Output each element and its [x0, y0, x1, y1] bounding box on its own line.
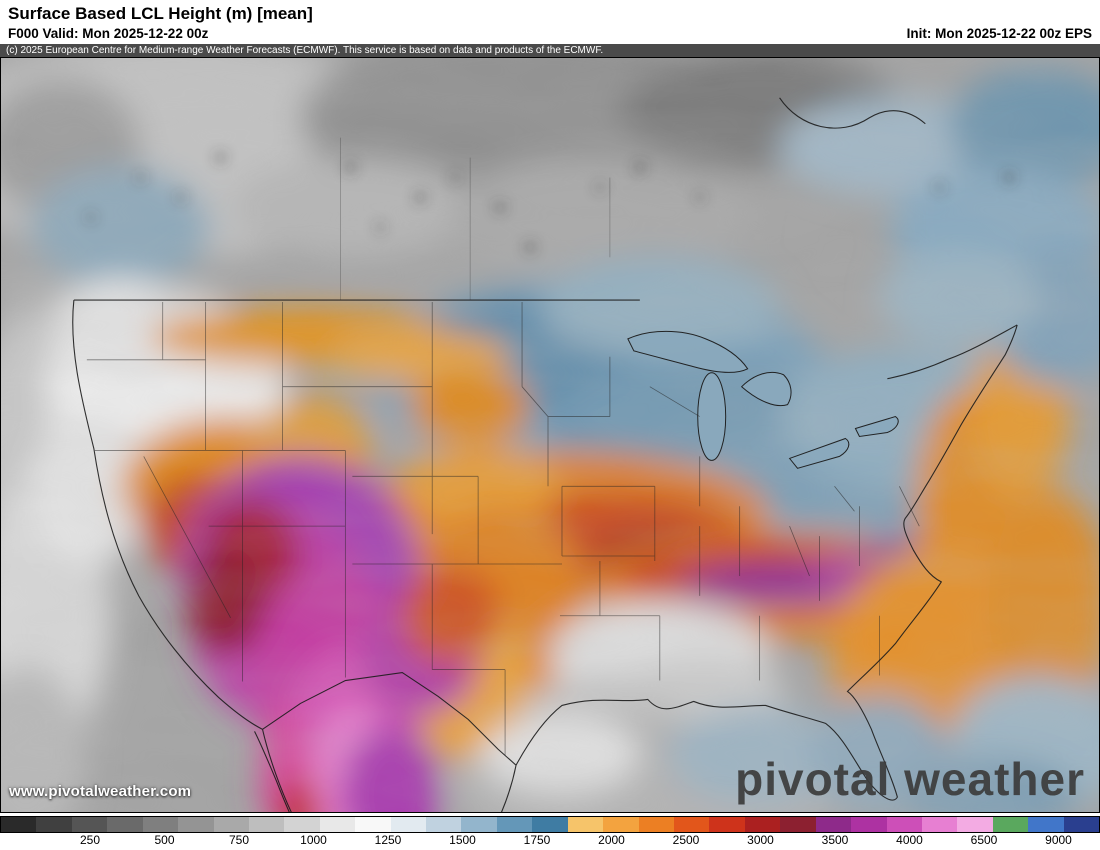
- province-borders: [340, 137, 611, 301]
- init-time: Init: Mon 2025-12-22 00z EPS: [906, 26, 1092, 41]
- colorbar-label: 1000: [300, 833, 327, 847]
- colorbar-segment: [1028, 817, 1064, 832]
- colorbar: 250 500 750 1000 1250 1500 1750 2000 2500 3000 350…: [0, 813, 1100, 850]
- colorbar-segment: [248, 817, 285, 832]
- valid-time: F000 Valid: Mon 2025-12-22 00z: [8, 26, 209, 41]
- pivotalweather-logo: pivotal weather: [735, 753, 1085, 805]
- colorbar-segment: [603, 817, 639, 832]
- colorbar-segment: [107, 817, 143, 832]
- speckle-layer: [86, 152, 1015, 253]
- forecast-map: www.pivotalweather.com pivotal weather: [0, 57, 1100, 813]
- page-title: Surface Based LCL Height (m) [mean]: [8, 4, 313, 23]
- colorbar-label: 6500: [970, 833, 998, 847]
- colorbar-segment: [355, 817, 391, 832]
- colorbar-segment: [709, 817, 745, 832]
- colorbar-label: 250: [79, 833, 101, 847]
- colorbar-segment: [532, 817, 568, 832]
- colorbar-segment: [1063, 817, 1100, 832]
- colorbar-label: 1750: [523, 833, 551, 847]
- colorbar-segment: [851, 817, 887, 832]
- colorbar-labels: 250 500 750 1000 1250 1500 1750 2000 2500 3000 350…: [0, 833, 1100, 847]
- colorbar-segment: [284, 817, 320, 832]
- colorbar-label: 1250: [374, 833, 402, 847]
- colorbar-segment: [496, 817, 533, 832]
- copyright-text: (c) 2025 European Centre for Medium-rang…: [6, 45, 604, 56]
- colorbar-segment: [638, 817, 675, 832]
- colorbar-label: 750: [228, 833, 250, 847]
- colorbar-segment: [674, 817, 710, 832]
- coastline-borders: [72, 97, 1018, 812]
- map-canvas: [1, 58, 1099, 812]
- colorbar-label: 3000: [747, 833, 774, 847]
- colorbar-label: 2500: [672, 833, 700, 847]
- colorbar-segment: [957, 817, 993, 832]
- colorbar-label: 1500: [449, 833, 476, 847]
- colorbar-segment: [1, 817, 37, 832]
- watermark: www.pivotalweather.com: [9, 783, 192, 800]
- forecast-meta-row: F000 Valid: Mon 2025-12-22 00z Init: Mon…: [0, 26, 1100, 44]
- colorbar-segment: [780, 817, 816, 832]
- colorbar-segment: [886, 817, 922, 832]
- colorbar-label: 500: [154, 833, 175, 847]
- header: Surface Based LCL Height (m) [mean]: [0, 0, 1100, 26]
- colorbar-label: 4000: [896, 833, 923, 847]
- colorbar-segment: [390, 817, 427, 832]
- colorbar-segments: [0, 816, 1100, 833]
- field-texture: [1, 58, 1099, 812]
- colorbar-segment: [142, 817, 179, 832]
- colorbar-segment: [36, 817, 72, 832]
- copyright-bar: (c) 2025 European Centre for Medium-rang…: [0, 44, 1100, 57]
- colorbar-label: 2000: [598, 833, 625, 847]
- colorbar-segment: [815, 817, 852, 832]
- colorbar-label: 9000: [1045, 833, 1072, 847]
- colorbar-segment: [319, 817, 356, 832]
- colorbar-segment: [992, 817, 1029, 832]
- colorbar-segment: [744, 817, 781, 832]
- colorbar-segment: [178, 817, 214, 832]
- colorbar-segment: [567, 817, 604, 832]
- colorbar-segment: [213, 817, 249, 832]
- colorbar-segment: [426, 817, 462, 832]
- colorbar-label: 3500: [821, 833, 849, 847]
- great-lakes: [627, 330, 899, 469]
- colorbar-segment: [921, 817, 958, 832]
- state-borders: [86, 302, 920, 756]
- colorbar-segment: [71, 817, 108, 832]
- colorbar-segment: [461, 817, 497, 832]
